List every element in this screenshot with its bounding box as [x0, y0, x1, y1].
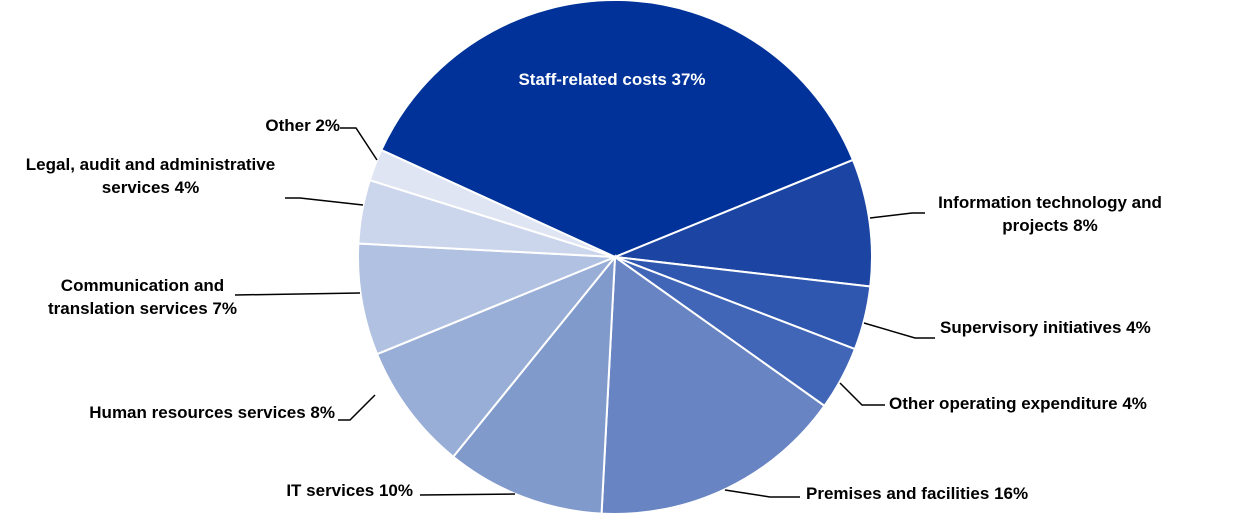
value-label: 4%	[1126, 318, 1151, 337]
slice-label: Information technology and projects 8%	[930, 191, 1170, 237]
leader-line	[419, 493, 516, 496]
leader-line	[839, 382, 885, 406]
leader-line	[869, 212, 925, 219]
value-label: 8%	[1073, 216, 1098, 235]
category-label: Premises and facilities	[806, 484, 990, 503]
slice-label: IT services 10%	[113, 479, 413, 502]
category-label: Other operating expenditure	[889, 394, 1118, 413]
leader-line	[234, 292, 361, 296]
slice-label: Staff-related costs 37%	[462, 68, 762, 91]
leader-line	[338, 394, 376, 421]
pie-slice	[614, 158, 873, 288]
category-label: Supervisory initiatives	[940, 318, 1122, 337]
slice-label: Human resources services 8%	[35, 401, 335, 424]
value-label: 4%	[174, 178, 200, 197]
slice-label: Premises and facilities 16%	[806, 482, 1106, 505]
category-label: Communication and translation services	[47, 276, 225, 318]
pie-slice	[379, 0, 855, 259]
leader-line	[285, 197, 364, 206]
slice-label: Communication and translation services 7…	[20, 274, 265, 320]
slice-label: Legal, audit and administrative services…	[18, 153, 283, 199]
pie-slice	[375, 256, 616, 459]
pie-slice	[451, 253, 617, 514]
value-label: 7%	[212, 299, 237, 318]
category-label: Other	[265, 116, 311, 135]
value-label: 2%	[315, 116, 340, 135]
category-label: Information technology and projects	[938, 193, 1162, 235]
leader-line	[724, 489, 800, 498]
value-label: 37%	[671, 70, 706, 89]
leader-line	[863, 322, 935, 339]
category-label: IT services	[286, 481, 375, 500]
leader-line	[340, 127, 378, 161]
pie-slice	[368, 148, 616, 258]
slice-label: Supervisory initiatives 4%	[940, 316, 1220, 339]
slice-label: Other operating expenditure 4%	[889, 392, 1229, 415]
value-label: 8%	[310, 403, 335, 422]
value-label: 16%	[994, 484, 1029, 503]
slice-label: Other 2%	[40, 114, 340, 137]
value-label: 4%	[1122, 394, 1147, 413]
value-label: 10%	[378, 481, 413, 500]
pie-slice	[357, 242, 616, 356]
category-label: Staff-related costs	[518, 70, 667, 89]
category-label: Human resources services	[89, 403, 306, 422]
category-label: Legal, audit and administrative services	[25, 155, 276, 197]
